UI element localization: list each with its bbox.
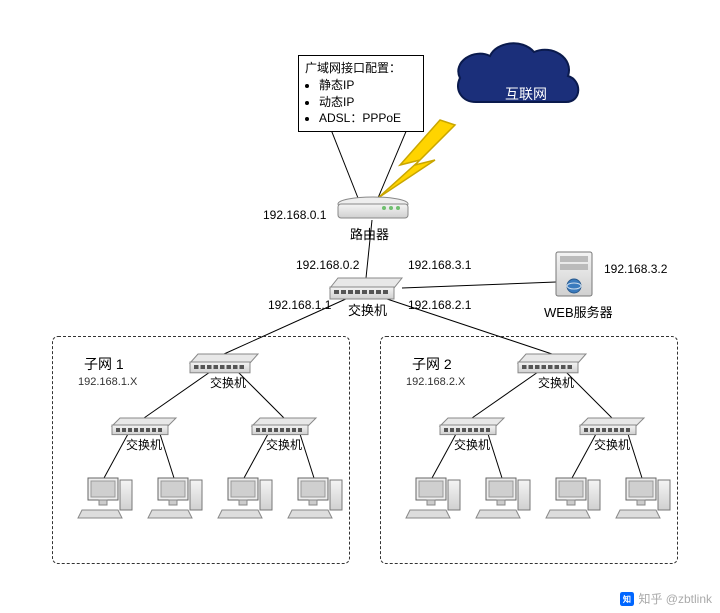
watermark-text: 知乎 @zbtlink	[638, 590, 712, 607]
web-server-label: WEB服务器	[544, 302, 613, 321]
wan-config-title: 广域网接口配置：	[305, 60, 417, 77]
core-switch-ip-3: 192.168.2.1	[408, 298, 471, 312]
subnet-box-2	[380, 336, 678, 564]
core-switch-ip-2: 192.168.1.1	[268, 298, 331, 312]
watermark: 知 知乎 @zbtlink	[620, 590, 712, 607]
core-switch-device	[330, 278, 402, 299]
web-server-ip: 192.168.3.2	[604, 262, 667, 276]
zhihu-icon: 知	[620, 592, 634, 606]
subnet-box-1	[52, 336, 350, 564]
router-device	[338, 197, 408, 218]
wan-config-box: 广域网接口配置： 静态IP动态IPADSL：PPPoE	[298, 55, 424, 132]
core-switch-label: 交换机	[348, 300, 387, 319]
wan-config-item-2: ADSL：PPPoE	[319, 110, 417, 127]
router-label: 路由器	[350, 224, 389, 243]
internet-cloud-label: 互联网	[486, 84, 566, 104]
core-switch-ip-0: 192.168.0.2	[296, 258, 359, 272]
web-server-device	[556, 252, 592, 296]
wan-config-item-0: 静态IP	[319, 77, 417, 94]
router-ip: 192.168.0.1	[263, 208, 326, 222]
svg-text:知: 知	[622, 593, 631, 603]
wan-config-item-1: 动态IP	[319, 94, 417, 111]
core-switch-ip-1: 192.168.3.1	[408, 258, 471, 272]
